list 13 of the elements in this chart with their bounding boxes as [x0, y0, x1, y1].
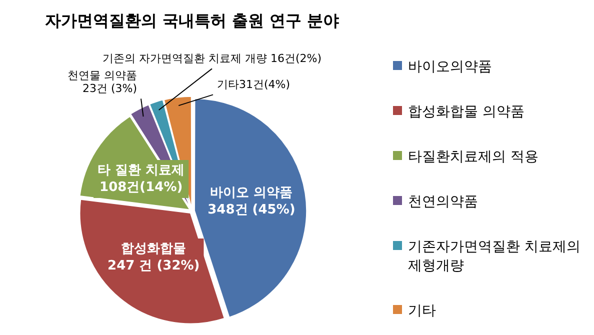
chart-title: 자가면역질환의 국내특허 출원 연구 분야 [44, 10, 340, 30]
legend-label: 바이오의약품 [408, 58, 492, 77]
data-label: 기타31건(4%) [217, 78, 290, 92]
legend-label: 기존자가면역질환 치료제의 제형개량 [408, 238, 582, 276]
data-label: 천연물 의약품 23건 (3%) [68, 69, 137, 96]
legend-label: 천연의약품 [408, 193, 478, 212]
data-label: 바이오 의약품 348건 (45%) [208, 186, 296, 218]
legend-label: 타질환치료제의 적용 [408, 148, 538, 167]
data-label: 타 질환 치료제 108건(14%) [98, 162, 185, 195]
data-label: 기존의 자가면역질환 치료제 개량 16건(2%) [102, 52, 322, 66]
legend-label: 기타 [408, 302, 436, 321]
data-label: 합성화합물 247 건 (32%) [108, 241, 200, 274]
legend-label: 합성화합물 의약품 [408, 103, 524, 122]
